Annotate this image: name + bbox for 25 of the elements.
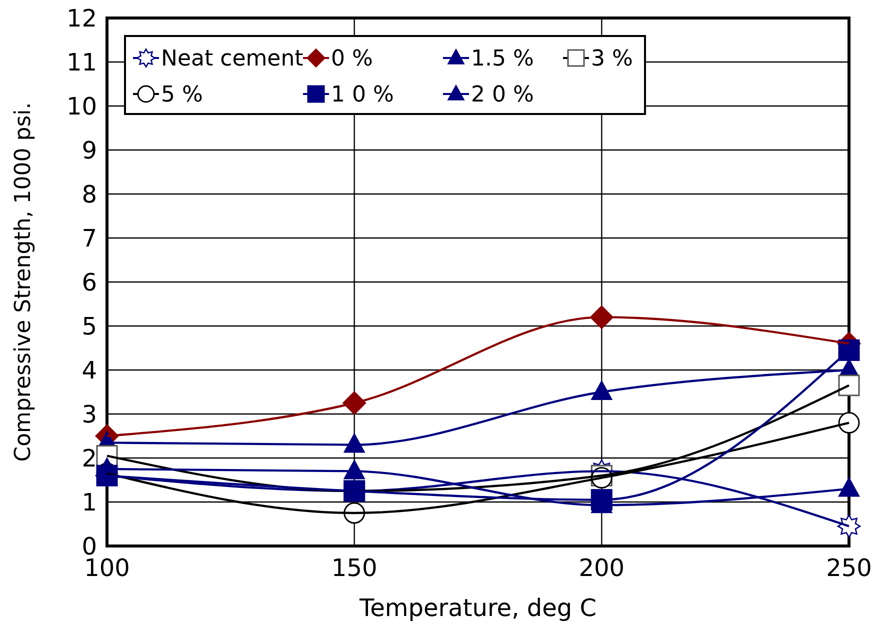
y-tick-label: 10 <box>66 92 97 120</box>
legend-label: 1.5 % <box>471 46 534 72</box>
legend-label: 1 0 % <box>331 82 394 108</box>
legend-label: Neat cement <box>161 46 304 72</box>
y-tick-label: 11 <box>66 48 97 76</box>
legend-label: 2 0 % <box>471 82 534 108</box>
y-tick-label: 2 <box>82 444 97 472</box>
y-tick-label: 5 <box>82 312 97 340</box>
x-tick-label: 250 <box>826 554 872 582</box>
x-tick-label: 200 <box>578 554 625 582</box>
y-tick-label: 4 <box>82 356 97 384</box>
legend-label: 3 % <box>591 46 633 72</box>
x-tick-label: 150 <box>331 554 378 582</box>
y-tick-label: 1 <box>82 488 97 516</box>
y-tick-label: 8 <box>82 180 97 208</box>
x-axis-title: Temperature, deg C <box>358 594 596 622</box>
y-tick-label: 3 <box>82 400 97 428</box>
legend-label: 5 % <box>161 82 203 108</box>
y-tick-label: 9 <box>82 136 97 164</box>
y-tick-label: 12 <box>66 4 97 32</box>
y-axis-title: Compressive Strength, 1000 psi. <box>11 102 36 462</box>
y-tick-label: 6 <box>82 268 97 296</box>
x-tick-label: 100 <box>84 554 130 582</box>
y-tick-label: 7 <box>82 224 97 252</box>
legend-label: 0 % <box>331 46 373 72</box>
